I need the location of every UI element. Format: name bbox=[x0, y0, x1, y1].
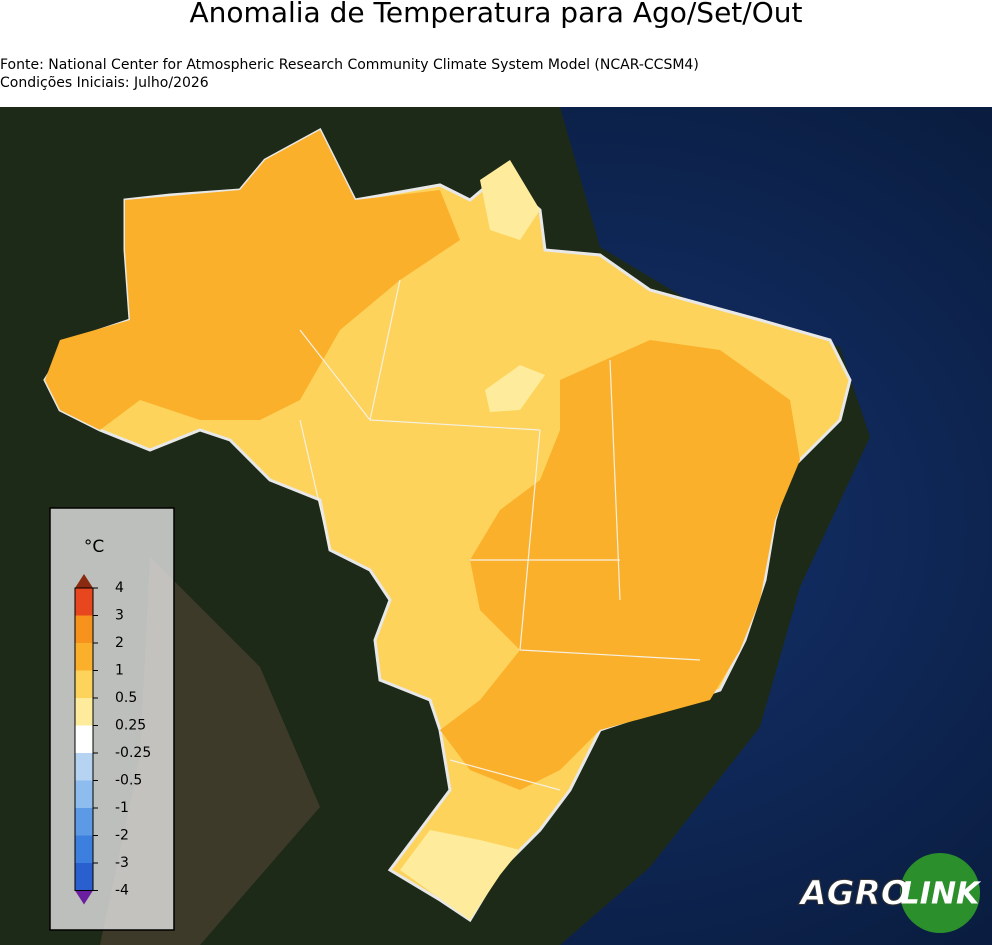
colorbar-segment bbox=[75, 698, 93, 726]
colorbar-segment bbox=[75, 725, 93, 753]
colorbar-frame bbox=[74, 587, 94, 891]
colorbar-tick-label: -1 bbox=[115, 800, 129, 816]
colorbar-tick-label: 1 bbox=[115, 663, 124, 679]
colorbar-segment bbox=[75, 835, 93, 863]
anomaly-coast bbox=[480, 160, 540, 240]
colorbar-under bbox=[75, 890, 93, 905]
colorbar-tick-label: 3 bbox=[115, 608, 124, 624]
source: Fonte: National Center for Atmospheric R… bbox=[0, 57, 699, 73]
colorbar-tick-label: -2 bbox=[115, 828, 129, 844]
colorbar-segment bbox=[75, 588, 93, 616]
anomaly-south bbox=[400, 830, 520, 920]
colorbar-over bbox=[75, 574, 93, 588]
colorbar-box bbox=[49, 507, 175, 931]
logo-circle bbox=[900, 853, 980, 933]
colorbar-tick-label: 4 bbox=[115, 580, 124, 596]
colorbar-tick-label: -4 bbox=[115, 883, 129, 899]
colorbar-unit: °C bbox=[84, 537, 104, 557]
colorbar-tick-label: -0.25 bbox=[115, 745, 151, 761]
initial-conditions: Condições Iniciais: Julho/2026 bbox=[0, 75, 209, 91]
anomaly-north bbox=[45, 130, 460, 430]
colorbar-segment bbox=[75, 615, 93, 643]
state-borders bbox=[299, 279, 701, 791]
colorbar-segment bbox=[75, 670, 93, 698]
title: Anomalia de Temperatura para Ago/Set/Out bbox=[189, 0, 803, 29]
colorbar-segment bbox=[75, 643, 93, 671]
colorbar-segment bbox=[75, 808, 93, 836]
colorbar-segment bbox=[75, 863, 93, 891]
colorbar-tick-label: 0.25 bbox=[115, 718, 146, 734]
logo-left: AGRO bbox=[797, 874, 909, 914]
colorbar-tick-label: -3 bbox=[115, 855, 129, 871]
colorbar-segment bbox=[75, 753, 93, 781]
anomaly-patch bbox=[485, 365, 545, 412]
anomaly-southeast bbox=[440, 340, 800, 790]
colorbar-tick-label: -0.5 bbox=[115, 773, 142, 789]
logo-right: LINK bbox=[901, 877, 982, 912]
colorbar-segment bbox=[75, 780, 93, 808]
colorbar-tick-label: 0.5 bbox=[115, 690, 137, 706]
map: °C 4 3 2 1 0.5 0.25 -0.25 -0.5 -1 -2 -3 -4 AGRO LIN… bbox=[0, 107, 992, 945]
colorbar-tick-label: 2 bbox=[115, 635, 124, 651]
